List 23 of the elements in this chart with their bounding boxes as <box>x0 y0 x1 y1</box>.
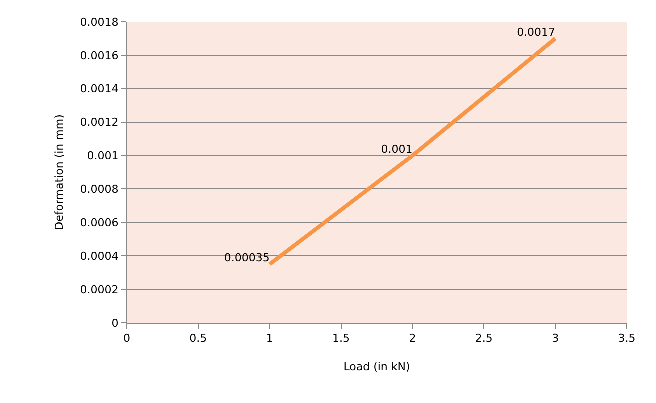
y-axis-title: Deformation (in mm) <box>52 114 66 230</box>
y-tick-label: 0.0008 <box>80 183 119 196</box>
x-tick-label: 3 <box>552 332 560 346</box>
y-tick-label: 0 <box>112 316 119 330</box>
x-tick-label: 2 <box>409 332 416 346</box>
y-tick-label: 0.0006 <box>80 216 119 230</box>
x-tick-label: 1 <box>266 332 274 346</box>
x-tick-label: 0 <box>124 332 130 346</box>
x-tick-label: 3.5 <box>618 332 636 346</box>
y-tick-label: 0.0002 <box>80 283 119 296</box>
y-tick-label: 0.001 <box>87 150 119 163</box>
x-tick-label: 0.5 <box>190 332 208 346</box>
data-label: 0.00035 <box>224 252 270 265</box>
data-label: 0.001 <box>381 143 413 156</box>
y-tick-label: 0.0014 <box>80 82 119 96</box>
y-tick-label: 0.0012 <box>80 116 119 130</box>
y-tick-label: 0.0004 <box>80 250 119 263</box>
x-tick-label: 2.5 <box>475 332 493 346</box>
y-tick-label: 0.0016 <box>80 49 119 62</box>
x-axis-title: Load (in kN) <box>344 360 410 374</box>
y-tick-label: 0.0018 <box>80 16 119 29</box>
data-label: 0.0017 <box>517 26 556 39</box>
x-tick-label: 1.5 <box>332 332 350 346</box>
